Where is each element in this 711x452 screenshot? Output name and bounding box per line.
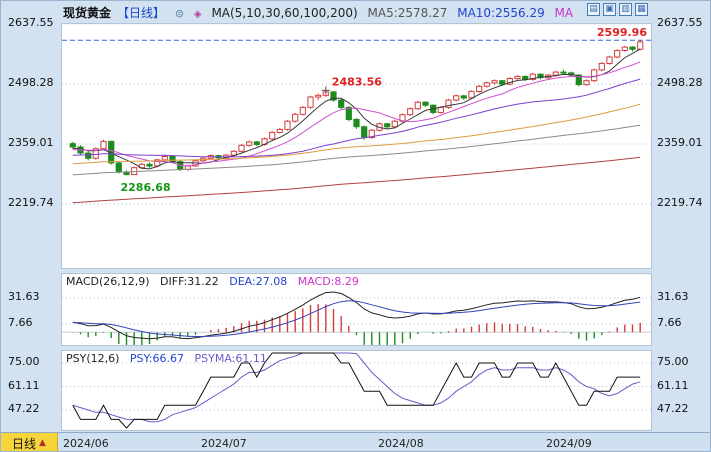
axis-label: 61.11 — [8, 379, 40, 392]
x-axis-label: 2024/08 — [378, 437, 424, 450]
time-axis-bar: 日线 ▲ 2024/06 2024/07 2024/08 2024/09 — [1, 432, 710, 451]
period-tab-daily[interactable]: 日线 ▲ — [1, 433, 58, 451]
chart-header: 现货黄金 【日线】 ⊜ ◈ MA(5,10,30,60,100,200) MA5:… — [63, 4, 579, 21]
macd-canvas[interactable] — [62, 274, 651, 345]
axis-label: 7.66 — [8, 316, 33, 329]
ma5-value: MA5:2578.27 — [367, 6, 448, 20]
svg-text:2286.68: 2286.68 — [121, 181, 171, 194]
axis-label: 2359.01 — [8, 136, 54, 149]
toolbar-grid-icon[interactable]: ▣ — [603, 3, 616, 16]
axis-label: 7.66 — [657, 316, 682, 329]
axis-label: 2637.55 — [8, 16, 54, 29]
axis-label: 75.00 — [8, 355, 40, 368]
macd-panel — [61, 273, 652, 346]
axis-label: 75.00 — [657, 355, 689, 368]
psy-canvas[interactable] — [62, 351, 651, 430]
period-tag-label[interactable]: 【日线】 — [117, 6, 166, 20]
main-candlestick-panel: 2599.96 2483.56 2286.68 — [61, 23, 652, 269]
indicator-settings-icon[interactable]: ⊜ — [174, 7, 185, 20]
axis-label: 2359.01 — [657, 136, 703, 149]
axis-label: 31.63 — [8, 290, 40, 303]
axis-label: 2219.74 — [657, 196, 703, 209]
axis-label: 2498.28 — [657, 76, 703, 89]
period-tab-label: 日线 — [12, 436, 37, 451]
period-arrow-icon: ▲ — [39, 438, 46, 448]
axis-label: 2498.28 — [8, 76, 54, 89]
toolbar-split-icon[interactable]: ▥ — [619, 3, 632, 16]
x-axis-label: 2024/07 — [201, 437, 247, 450]
psy-panel — [61, 350, 652, 431]
main-chart-canvas[interactable]: 2599.96 2483.56 2286.68 — [62, 24, 651, 268]
axis-label: 47.22 — [8, 402, 40, 415]
axis-label: 2219.74 — [8, 196, 54, 209]
x-axis-label: 2024/09 — [546, 437, 592, 450]
ma30-value-truncated: MA — [554, 6, 574, 20]
toolbar-panel-icon[interactable]: ▤ — [587, 3, 600, 16]
axis-label: 61.11 — [657, 379, 689, 392]
axis-label: 2637.55 — [657, 16, 703, 29]
svg-text:2483.56: 2483.56 — [332, 75, 382, 88]
chart-toolbar: ▤ ▣ ▥ ▦ — [587, 3, 648, 16]
svg-text:2599.96: 2599.96 — [597, 26, 647, 39]
ma-params-label: MA(5,10,30,60,100,200) — [211, 6, 358, 20]
toolbar-layout-icon[interactable]: ▦ — [635, 3, 648, 16]
axis-label: 31.63 — [657, 290, 689, 303]
instrument-title: 现货黄金 — [63, 6, 112, 20]
x-axis-label: 2024/06 — [63, 437, 109, 450]
marker-icon: ◈ — [193, 9, 202, 20]
axis-label: 47.22 — [657, 402, 689, 415]
ma10-value: MA10:2556.29 — [457, 6, 545, 20]
